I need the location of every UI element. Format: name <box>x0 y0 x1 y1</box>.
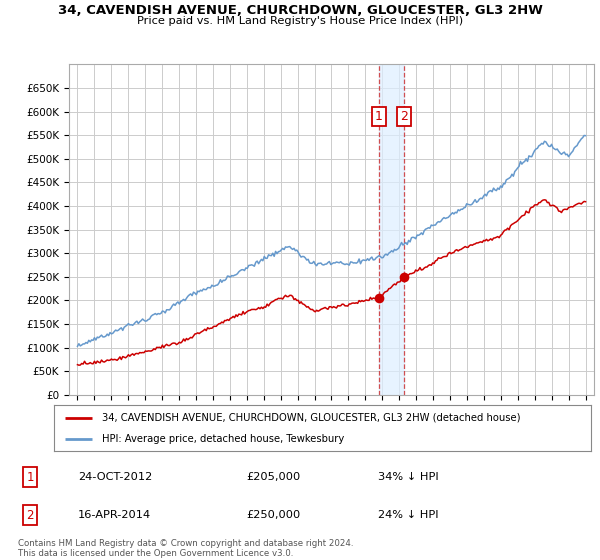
Text: 24-OCT-2012: 24-OCT-2012 <box>78 472 152 482</box>
Text: 24% ↓ HPI: 24% ↓ HPI <box>378 510 439 520</box>
Text: 34% ↓ HPI: 34% ↓ HPI <box>378 472 439 482</box>
Text: 2: 2 <box>400 110 408 123</box>
Text: £205,000: £205,000 <box>246 472 300 482</box>
Text: 16-APR-2014: 16-APR-2014 <box>78 510 151 520</box>
Text: 34, CAVENDISH AVENUE, CHURCHDOWN, GLOUCESTER, GL3 2HW (detached house): 34, CAVENDISH AVENUE, CHURCHDOWN, GLOUCE… <box>103 413 521 423</box>
Text: 2: 2 <box>26 508 34 522</box>
Text: Contains HM Land Registry data © Crown copyright and database right 2024.
This d: Contains HM Land Registry data © Crown c… <box>18 539 353 558</box>
Text: Price paid vs. HM Land Registry's House Price Index (HPI): Price paid vs. HM Land Registry's House … <box>137 16 463 26</box>
Text: 1: 1 <box>26 470 34 484</box>
Bar <box>379 64 404 395</box>
Text: 1: 1 <box>375 110 383 123</box>
Text: £250,000: £250,000 <box>246 510 300 520</box>
Text: HPI: Average price, detached house, Tewkesbury: HPI: Average price, detached house, Tewk… <box>103 435 344 444</box>
Text: 34, CAVENDISH AVENUE, CHURCHDOWN, GLOUCESTER, GL3 2HW: 34, CAVENDISH AVENUE, CHURCHDOWN, GLOUCE… <box>58 4 542 17</box>
